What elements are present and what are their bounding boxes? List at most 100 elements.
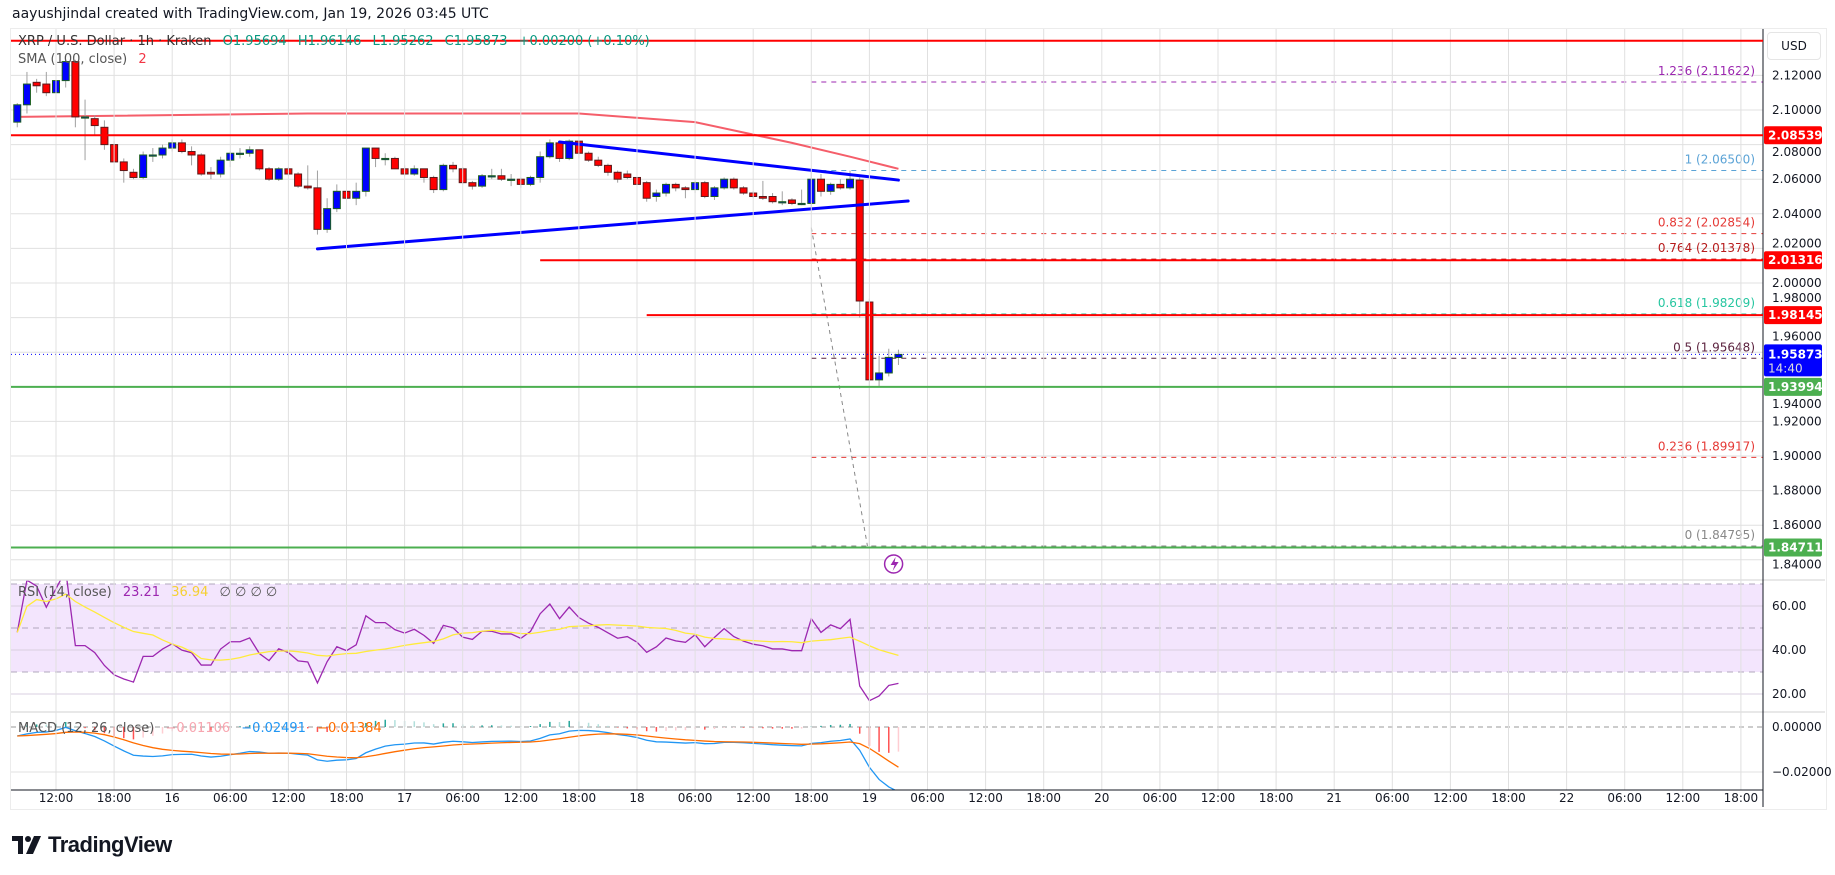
candle (410, 165, 419, 176)
candle (148, 148, 157, 162)
price-change: +0.00200 (+0.10%) (518, 34, 650, 49)
candle (768, 193, 777, 204)
macd-label: MACD (12, 26, close) (18, 721, 155, 736)
macd-pane[interactable] (11, 719, 1763, 792)
candle-body-down (303, 185, 312, 189)
candle (381, 153, 390, 166)
candle (787, 198, 796, 206)
macd-tick-label: −0.02000 (1772, 765, 1832, 779)
time-tick-label: 22 (1559, 791, 1574, 805)
candle (197, 153, 206, 176)
fib-level-label: 0.832 (2.02854) (1658, 216, 1755, 230)
candle-body-down (371, 147, 380, 159)
candle (700, 180, 709, 199)
sma-legend[interactable]: SMA (100, close) 2 (18, 52, 154, 67)
candle (816, 174, 825, 197)
candle-body-up (61, 61, 70, 82)
candle-body-down (468, 182, 477, 187)
candle-body-down (197, 154, 206, 175)
candle (206, 167, 215, 180)
candle-body-up (332, 190, 341, 210)
candle (536, 151, 545, 183)
candle-body-down (119, 161, 128, 172)
candle (710, 186, 719, 200)
candle (681, 186, 690, 199)
candle-body-down (313, 187, 322, 230)
price-tick-label: 2.02000 (1772, 236, 1822, 250)
tradingview-logo-icon (12, 832, 42, 858)
candle (594, 156, 603, 168)
candle-body-down (177, 142, 186, 153)
candle (361, 147, 370, 197)
candle (797, 189, 806, 206)
candle-body-down (816, 178, 825, 192)
candle (652, 189, 661, 202)
candle (371, 147, 380, 168)
candle (429, 175, 438, 194)
candle-body-up (81, 116, 90, 119)
candle (323, 198, 332, 233)
triangle-trendline[interactable] (558, 140, 900, 182)
candle-body-up (487, 175, 496, 178)
candle-body-up (361, 147, 370, 192)
candle (61, 59, 70, 88)
chart-frame[interactable] (10, 28, 1827, 810)
candle (478, 174, 487, 188)
macd-signal-value: −0.01384 (317, 721, 382, 736)
lightning-icon[interactable] (883, 554, 904, 574)
macd-value: −0.02491 (241, 721, 306, 736)
rsi-legend[interactable]: RSI (14, close) 23.21 36.94 ∅ ∅ ∅ ∅ (18, 585, 284, 600)
price-line-badge (1764, 126, 1822, 145)
candle (671, 182, 680, 192)
price-pane[interactable]: 1.236 (2.11622) 1 (2.06500) 0.832 (2.02854… (11, 59, 1763, 561)
rsi-pane[interactable] (11, 570, 1763, 702)
time-tick-label: 18:00 (1259, 791, 1294, 805)
time-tick-label: 18:00 (1491, 791, 1526, 805)
candle (265, 167, 274, 181)
candle-body-down (836, 183, 845, 189)
last-price-badge (1764, 344, 1822, 377)
candle (255, 149, 264, 171)
candle-body-down (700, 182, 709, 198)
candle (42, 71, 51, 97)
rsi-ma-value: 36.94 (171, 585, 209, 600)
currency-button[interactable]: USD (1767, 32, 1821, 60)
candle (662, 182, 671, 197)
symbol-legend[interactable]: XRP / U.S. Dollar · 1h · Kraken O1.95694… (18, 34, 657, 49)
candle (245, 146, 254, 157)
candle (613, 170, 622, 183)
candle-body-down (603, 164, 612, 173)
lightning-icon-bolt (890, 557, 899, 571)
rsi-extras: ∅ ∅ ∅ ∅ (219, 585, 278, 600)
candle-body-up (652, 192, 661, 197)
candle-body-up (884, 356, 893, 374)
candle-body-down (758, 196, 767, 199)
candle-body-up (710, 187, 719, 198)
candle-body-up (565, 140, 574, 159)
candle (836, 179, 845, 190)
rsi-tick-label: 60.00 (1772, 599, 1806, 613)
candle-body-up (536, 156, 545, 178)
triangle-trendline[interactable] (315, 199, 910, 251)
candle (826, 182, 835, 195)
candle (419, 168, 428, 183)
candle-body-up (439, 164, 448, 191)
candle (22, 71, 31, 114)
symbol-title: XRP / U.S. Dollar · 1h · Kraken (18, 34, 212, 49)
macd-tick-label: 0.00000 (1772, 720, 1822, 734)
candle-body-down (419, 168, 428, 178)
candle (294, 172, 303, 188)
time-tick-label: 12:00 (736, 791, 771, 805)
time-tick-label: 18:00 (1724, 791, 1759, 805)
candle-body-up (381, 157, 390, 161)
candle (303, 165, 312, 190)
candle-body-down (787, 199, 796, 204)
candle (177, 139, 186, 154)
ohlc-low: L1.95262 (372, 34, 434, 49)
tradingview-logo[interactable]: TradingView (12, 832, 172, 858)
candle (855, 177, 864, 318)
macd-legend[interactable]: MACD (12, 26, close) −0.01106 −0.02491 −… (18, 721, 389, 736)
candle-body-down (681, 187, 690, 191)
rsi-value: 23.21 (122, 585, 161, 600)
